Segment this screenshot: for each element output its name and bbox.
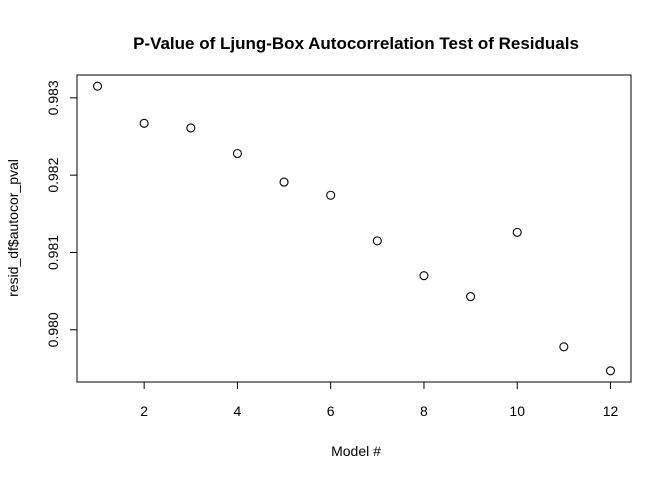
data-point [232, 148, 242, 159]
x-tick-label: 10 [509, 403, 525, 419]
x-tick-label: 12 [603, 403, 619, 419]
x-tick-label: 2 [140, 403, 148, 419]
data-point [372, 236, 382, 246]
y-tick-label: 0.980 [45, 312, 61, 347]
chart-title: P-Value of Ljung-Box Autocorrelation Tes… [133, 34, 579, 53]
data-point [326, 190, 336, 200]
data-point [92, 81, 103, 91]
data-point [279, 177, 289, 187]
y-tick-label: 0.983 [45, 80, 61, 115]
data-point [559, 342, 569, 352]
data-point [139, 118, 149, 128]
y-axis: 0.980 0.981 0.982 0.983 [45, 80, 77, 347]
x-tick-label: 6 [327, 403, 335, 419]
x-tick-label: 4 [234, 403, 242, 419]
data-points [92, 81, 616, 376]
x-axis-label: Model # [331, 443, 381, 459]
y-axis-label: resid_df$autocor_pval [5, 159, 21, 297]
y-tick-label: 0.981 [45, 235, 61, 270]
data-point [512, 227, 522, 237]
data-point [186, 123, 196, 133]
data-point [466, 292, 476, 302]
x-axis: 2 4 6 8 10 12 [140, 382, 618, 419]
data-point [605, 366, 616, 376]
y-tick-label: 0.982 [45, 157, 61, 192]
data-point [419, 271, 429, 281]
x-tick-label: 8 [420, 403, 428, 419]
plot-frame [76, 74, 632, 383]
